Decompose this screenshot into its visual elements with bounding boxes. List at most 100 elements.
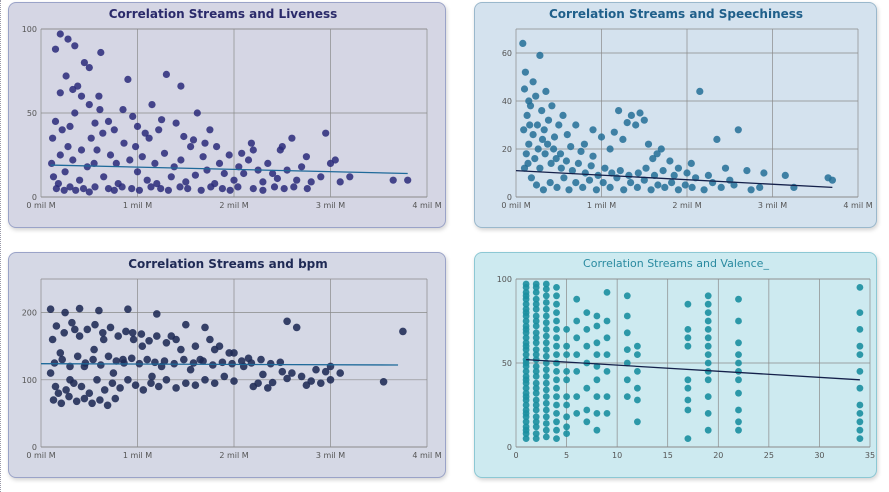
data-point [532,406,540,414]
chart-panel-valence[interactable]: 0 5 10 15 20 25 30 35 0 50 100 Correlation Streams … [474,252,877,478]
data-point [583,326,591,333]
data-point [585,176,594,184]
data-point [542,87,550,95]
data-point [542,420,550,427]
x-tick-label: 4 mil M [843,201,872,210]
chart-panel-speechiness[interactable]: 0 mil M 1 mil M 2 mil M 3 mil M 4 mil M 0 20 40… [474,2,877,228]
data-point [230,349,238,357]
data-point [56,151,64,159]
data-point [60,329,68,337]
data-point [721,164,730,172]
data-point [856,342,864,350]
data-point [683,169,691,177]
data-point [735,295,742,303]
data-point [220,372,229,381]
data-point [527,174,535,182]
data-point [143,355,151,364]
data-point [96,106,104,114]
data-point [128,185,136,193]
data-point [189,359,198,367]
data-point [532,384,540,392]
data-point [182,379,190,387]
data-point [556,150,565,158]
data-point [177,345,185,354]
data-point [593,410,601,417]
data-point [135,186,143,194]
data-point [562,157,570,165]
data-point [674,186,682,194]
data-point [623,376,631,384]
data-point [90,159,98,167]
data-point [627,179,635,187]
data-point [61,308,69,317]
data-point [603,410,611,417]
data-point [278,367,287,376]
data-point [145,337,153,345]
data-point [563,413,570,421]
data-point [573,410,581,417]
data-point [148,372,156,381]
data-point [51,382,60,391]
data-point [99,329,107,337]
data-point [532,435,540,442]
data-point [542,413,550,421]
data-point [532,317,540,325]
data-point [99,129,107,137]
data-point [525,140,533,148]
data-point [186,365,195,374]
data-point [280,185,288,193]
data-point [207,183,215,191]
data-point [259,186,267,194]
data-point [389,176,397,184]
data-point [522,300,530,308]
data-point [592,186,600,194]
data-point [85,64,93,72]
data-point [162,70,170,78]
data-point [254,379,262,387]
data-point [615,107,623,115]
data-point [756,183,764,191]
x-tick-label: 3 mil M [316,201,345,210]
data-point [553,342,560,350]
data-point [553,326,560,333]
data-point [522,305,530,313]
data-point [110,126,118,134]
data-point [145,134,153,142]
data-point [856,435,864,442]
data-point [522,423,530,431]
x-tick-label: 3 mil M [316,451,345,460]
data-point [623,359,631,367]
data-point [54,389,63,397]
data-point [644,140,653,148]
data-point [640,176,648,184]
data-point [553,426,560,434]
data-point [129,112,137,120]
data-point [704,426,712,434]
chart-panel-bpm[interactable]: 0 mil M 1 mil M 2 mil M 3 mil M 4 mil M 0 100 2… [8,252,446,478]
data-point [297,372,306,381]
data-point [162,339,171,347]
data-point [540,126,548,134]
data-point [541,150,549,158]
data-point [747,186,755,194]
data-point [610,128,618,136]
data-point [532,401,540,409]
data-point [856,368,864,375]
data-point [542,292,550,300]
chart-panel-liveness[interactable]: 0 mil M 1 mil M 2 mil M 3 mil M 4 mil M 0 50 10… [8,2,446,228]
data-point [283,317,291,326]
data-point [623,329,631,337]
data-point [572,179,580,187]
data-point [532,346,540,353]
data-point [522,418,530,426]
data-point [856,309,864,316]
x-tick-label: 15 [663,451,673,460]
data-point [583,406,591,414]
data-point [522,317,530,325]
data-point [264,159,272,167]
data-point [167,173,175,181]
data-point [563,376,570,384]
data-point [111,394,120,403]
data-point [532,373,540,380]
data-point [856,351,864,358]
